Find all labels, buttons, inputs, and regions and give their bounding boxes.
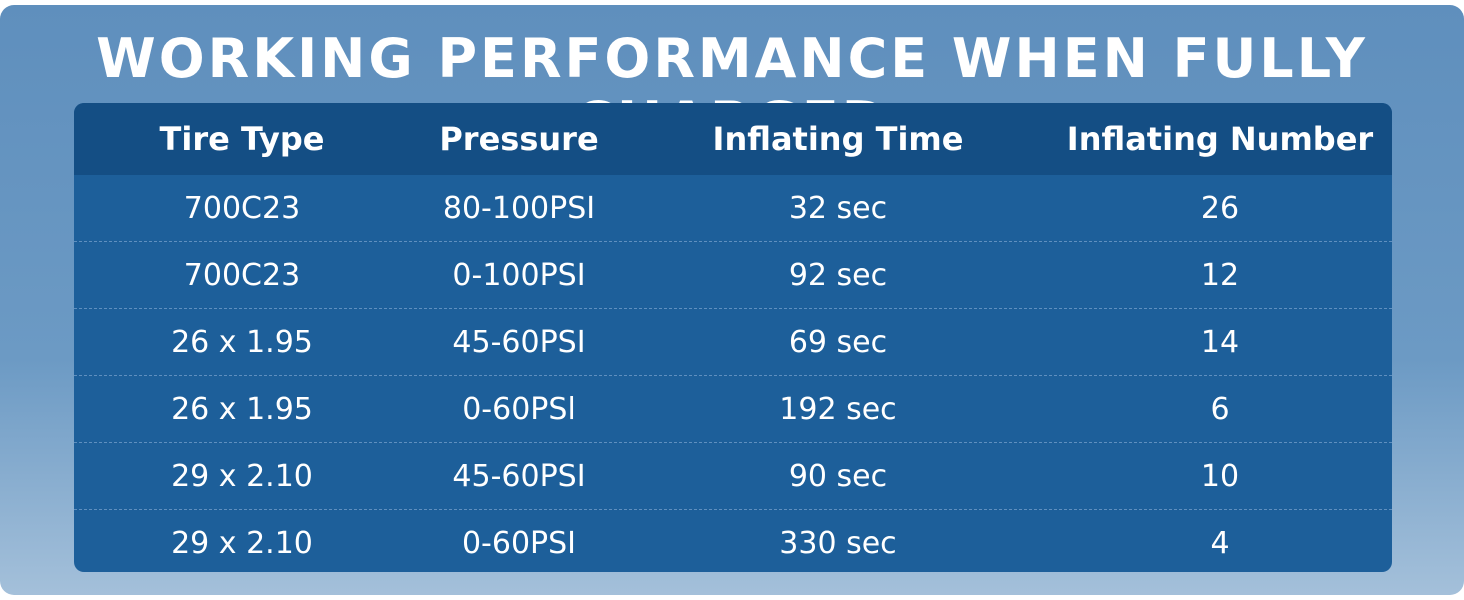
table-cell: 6	[1210, 391, 1230, 427]
table-cell: 80-100PSI	[442, 190, 596, 226]
column-header: Inflating Number	[1066, 120, 1374, 158]
table-row: 700C23 80-100PSI 32 sec 26	[74, 175, 1392, 241]
table-cell: 26 x 1.95	[171, 391, 313, 427]
table-cell: 45-60PSI	[452, 324, 586, 360]
table-cell: 700C23	[183, 257, 301, 293]
column-header: Inflating Time	[712, 120, 964, 158]
table-cell: 4	[1210, 525, 1230, 561]
table-cell: 700C23	[183, 190, 301, 226]
table-cell: 0-60PSl	[462, 391, 576, 427]
table-cell: 192 sec	[779, 391, 897, 427]
table-cell: 92 sec	[788, 257, 888, 293]
table-cell: 26 x 1.95	[171, 324, 313, 360]
table-cell: 330 sec	[779, 525, 897, 561]
table-row: 26 x 1.95 0-60PSl 192 sec 6	[74, 375, 1392, 442]
table-cell: 69 sec	[788, 324, 888, 360]
table-row: 700C23 0-100PSI 92 sec 12	[74, 241, 1392, 308]
column-header: Pressure	[439, 120, 599, 158]
table-cell: 10	[1200, 458, 1240, 494]
table-row: 26 x 1.95 45-60PSI 69 sec 14	[74, 308, 1392, 375]
table-cell: 29 x 2.10	[171, 458, 313, 494]
table-row: 29 x 2.10 45-60PSI 90 sec 10	[74, 442, 1392, 509]
table-cell: 0-60PSI	[461, 525, 577, 561]
column-header: Tire Type	[159, 120, 325, 158]
table-cell: 14	[1200, 324, 1240, 360]
table-cell: 12	[1200, 257, 1240, 293]
table-cell: 45-60PSI	[452, 458, 586, 494]
table-body: 700C23 80-100PSI 32 sec 26 700C23 0-100PSI 92 …	[74, 175, 1392, 572]
table-cell: 32 sec	[788, 190, 888, 226]
table-row: 29 x 2.10 0-60PSI 330 sec 4	[74, 509, 1392, 572]
table-cell: 90 sec	[788, 458, 888, 494]
table-header: Tire Type Pressure Inflating Time Inflating…	[74, 103, 1392, 175]
table: Tire Type Pressure Inflating Time Inflating…	[74, 103, 1392, 572]
table-cell: 29 x 2.10	[171, 525, 313, 561]
table-cell: 26	[1200, 190, 1240, 226]
table-cell: 0-100PSI	[452, 257, 586, 293]
